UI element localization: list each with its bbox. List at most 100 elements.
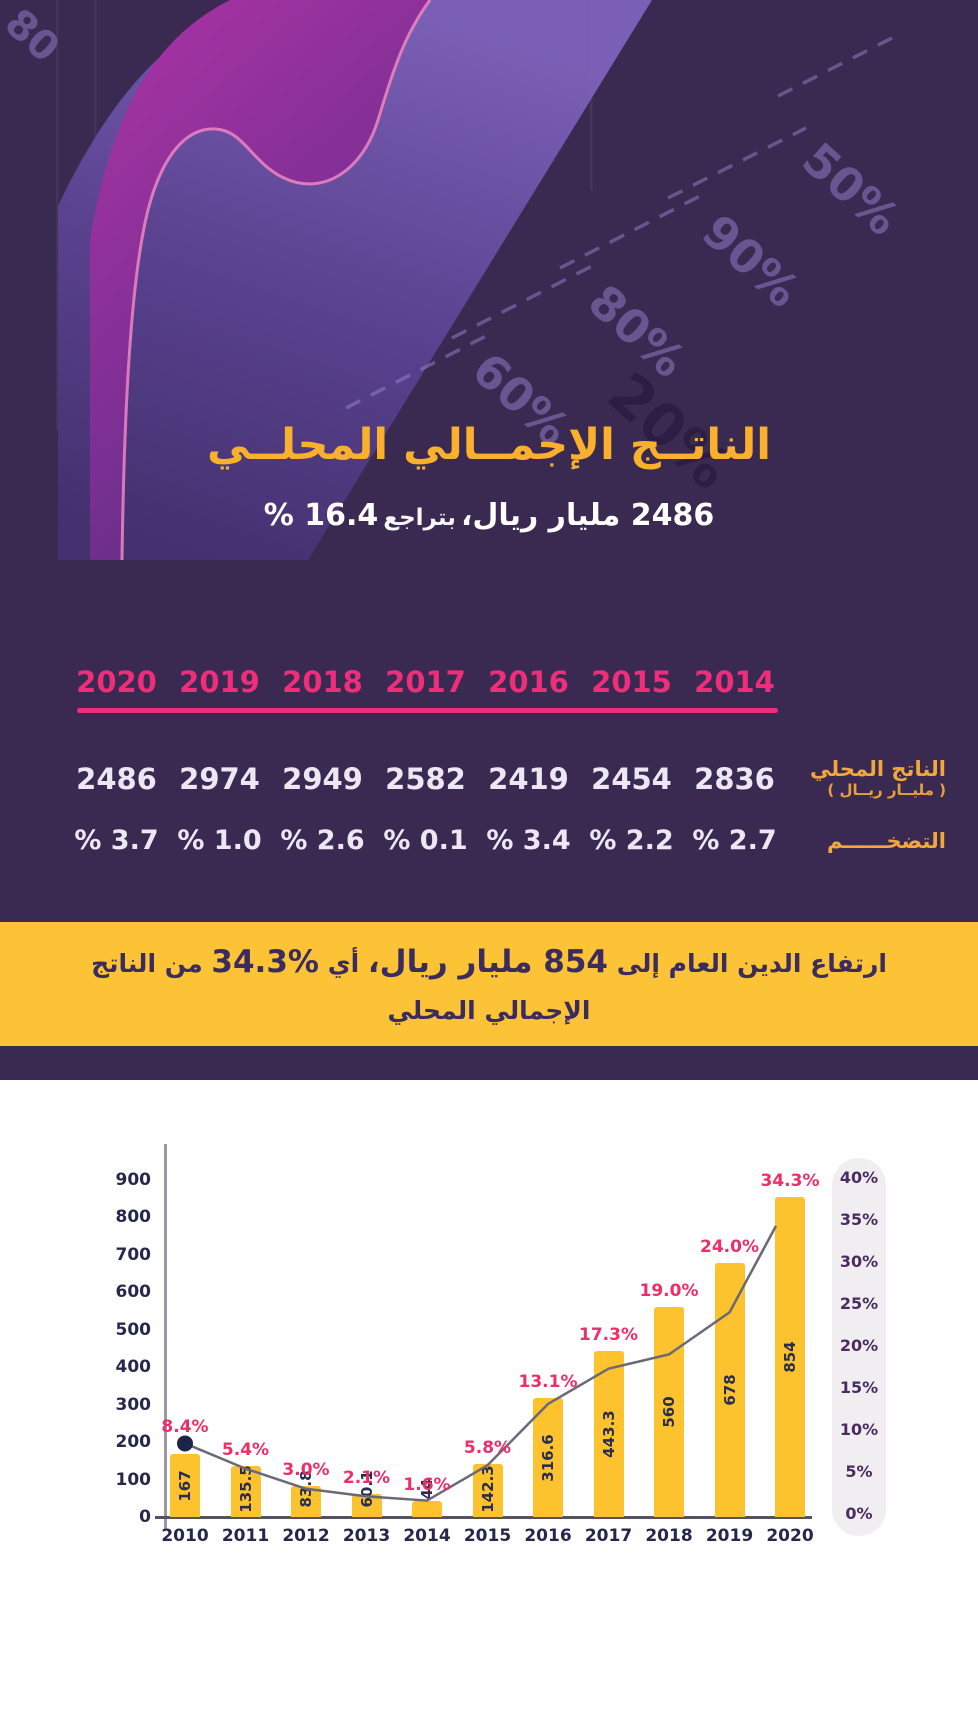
debt-banner: ارتفاع الدين العام إلى 854 مليار ريال، أ…: [0, 922, 978, 1046]
gdp-value: 2486: [76, 762, 157, 796]
right-axis-tick: 20%: [839, 1336, 879, 1355]
line-percent-label: 3.0%: [282, 1459, 330, 1480]
gdp-label-sub: ( مليــار ريــال ): [827, 781, 946, 799]
y-axis-tick: 400: [115, 1357, 152, 1378]
gdp-value: 2974: [179, 762, 260, 796]
inflation-row: % 3.7 % 1.0 % 2.6 % 0.1 % 3.4 % 2.2 % 2.7 التضخ…: [65, 819, 946, 863]
year-header: 2016: [488, 665, 569, 699]
line-percent-label: 8.4%: [161, 1417, 209, 1438]
x-axis-label: 2020: [766, 1526, 814, 1546]
inflation-value: % 3.7: [74, 825, 159, 856]
banner-percent: 34.3%: [211, 944, 319, 980]
years-underline-row: [65, 708, 946, 713]
y-axis-tick: 700: [115, 1244, 152, 1265]
inflation-value: % 3.4: [486, 825, 571, 856]
gdp-value: 2949: [282, 762, 363, 796]
right-axis-tick: 30%: [839, 1252, 879, 1271]
year-header: 2020: [76, 665, 157, 699]
gdp-row-label: الناتج المحلي( مليــار ريــال ): [786, 757, 946, 801]
gdp-table: 2020 2019 2018 2017 2016 2015 2014 2486 2974 294…: [65, 662, 946, 863]
gdp-row: 2486 2974 2949 2582 2419 2454 2836 الناتج المحل…: [65, 757, 946, 801]
x-axis-label: 2013: [342, 1526, 391, 1546]
y-axis-tick: 0: [139, 1507, 151, 1527]
line-percent-label: 1.6%: [403, 1474, 451, 1495]
chart-section: 900 800 700 600 500 400 300 200 100 0 167 135.5 83.…: [0, 1080, 978, 1736]
bar: [714, 1263, 745, 1517]
bar: [170, 1454, 200, 1517]
right-axis-tick: 40%: [839, 1168, 879, 1187]
decor-dashed-lines: [345, 36, 893, 410]
x-axis-label: 2011: [221, 1526, 270, 1546]
year-header: 2017: [385, 665, 466, 699]
y-axis-line: [164, 1144, 167, 1530]
bar: [533, 1398, 563, 1517]
inflation-value: % 2.6: [280, 825, 365, 856]
line-series: [177, 1225, 778, 1502]
y-axis-tick: 800: [115, 1207, 152, 1228]
right-axis-tick: 5%: [845, 1462, 873, 1481]
bar: [351, 1494, 382, 1517]
banner-amount: 854 مليار ريال،: [367, 944, 608, 980]
right-axis-tick: 15%: [839, 1378, 879, 1397]
line-percent-label: 19.0%: [639, 1281, 699, 1302]
debt-chart: 900 800 700 600 500 400 300 200 100 0 167 135.5 83.…: [85, 1130, 900, 1560]
line-percent-label: 2.1%: [342, 1468, 391, 1489]
inflation-value: % 0.1: [383, 825, 468, 856]
x-axis-label: 2019: [705, 1526, 754, 1546]
line-start-dot: [177, 1435, 193, 1452]
line-percent-label: 34.3%: [760, 1171, 820, 1192]
x-axis-label: 2010: [161, 1526, 209, 1546]
years-underline: [77, 708, 778, 713]
x-axis-label: 2016: [524, 1526, 572, 1546]
page-subtitle: 2486 مليار ريال، بتراجع % 16.4: [0, 498, 978, 533]
page-title: الناتــج الإجمــالي المحلــي: [207, 420, 771, 470]
year-header: 2018: [282, 665, 363, 699]
line-percent-label: 17.3%: [579, 1325, 638, 1345]
x-axis-label: 2018: [645, 1526, 693, 1546]
inflation-value: % 1.0: [177, 825, 262, 856]
debt-banner-text: ارتفاع الدين العام إلى 854 مليار ريال، أ…: [89, 935, 889, 1033]
gdp-value: 2582: [385, 762, 466, 796]
x-axis-label: 2014: [403, 1526, 451, 1546]
years-header-row: 2020 2019 2018 2017 2016 2015 2014: [65, 662, 946, 702]
year-header: 2014: [694, 665, 775, 699]
bar: [775, 1197, 805, 1517]
y-axis-tick: 200: [115, 1432, 152, 1453]
y-axis-tick: 300: [115, 1394, 152, 1415]
y-axis-tick: 600: [115, 1282, 152, 1303]
inflation-value: % 2.7: [692, 825, 777, 856]
right-axis-tick: 0%: [845, 1504, 873, 1523]
decor-gridline: [56, 0, 59, 430]
hero-section: 80 50% 90% 80% 60% 20% الناتــج الإجمــالي ال…: [0, 0, 978, 1080]
y-axis-tick: 900: [115, 1170, 152, 1190]
line-percent-label: 24.0%: [700, 1237, 759, 1258]
x-axis-line: [155, 1516, 812, 1519]
subtitle-amount: 2486 مليار ريال،: [461, 498, 715, 533]
right-axis-pill: 40% 35% 30% 25% 20% 15% 10% 5% 0%: [832, 1158, 886, 1536]
x-axis-label: 2015: [463, 1526, 512, 1546]
subtitle-word: بتراجع: [383, 505, 456, 531]
year-header: 2019: [179, 665, 260, 699]
line-percent-label: 5.4%: [221, 1440, 270, 1461]
x-axis-label: 2017: [584, 1526, 633, 1546]
bar: [412, 1500, 442, 1517]
inflation-label-main: التضخــــــم: [826, 829, 946, 853]
gdp-value: 2454: [591, 762, 672, 796]
gdp-label-main: الناتج المحلي: [810, 757, 946, 781]
right-axis-tick: 25%: [839, 1294, 879, 1313]
y-axis-tick: 100: [115, 1469, 152, 1490]
subtitle-percent: % 16.4: [263, 498, 379, 533]
banner-post: من الناتج الإجمالي المحلي: [91, 949, 591, 1026]
years-label-spacer: [786, 662, 946, 702]
right-axis-tick: 10%: [839, 1420, 879, 1439]
decor-curve-stroke: [120, 0, 432, 560]
bar: [654, 1307, 684, 1517]
y-axis-tick: 500: [115, 1319, 152, 1340]
gdp-value: 2836: [694, 762, 775, 796]
year-header: 2015: [591, 665, 672, 699]
line-percent-label: 13.1%: [518, 1372, 578, 1393]
inflation-value: % 2.2: [589, 825, 674, 856]
banner-pre: ارتفاع الدين العام إلى: [616, 949, 887, 978]
right-axis-tick: 35%: [839, 1210, 879, 1229]
